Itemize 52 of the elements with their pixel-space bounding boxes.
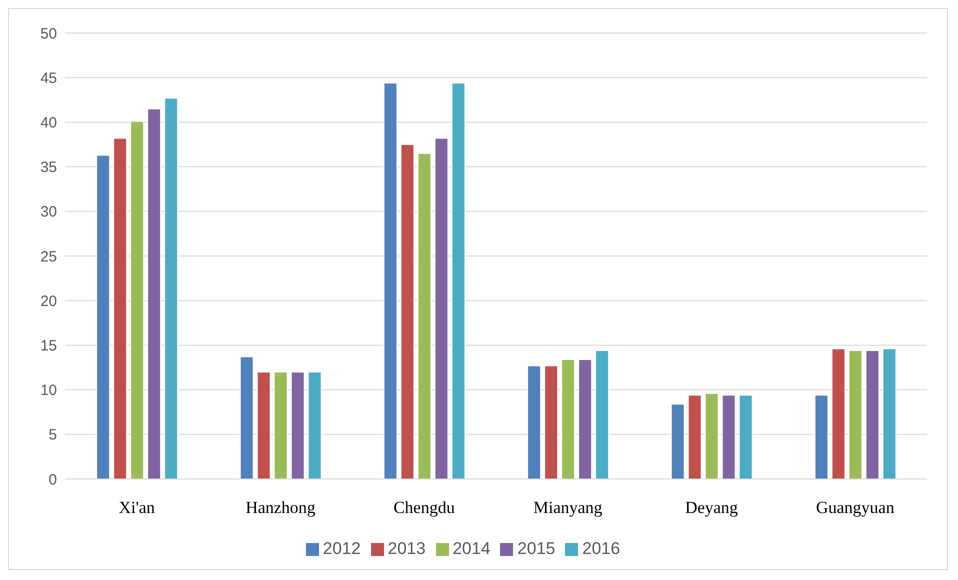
bar <box>417 152 432 479</box>
bar <box>527 365 542 479</box>
y-tick-label: 20 <box>40 292 57 310</box>
x-tick-label: Chengdu <box>393 498 456 518</box>
bar <box>274 371 288 479</box>
bar <box>578 358 592 479</box>
legend-label: 2016 <box>582 539 620 558</box>
y-tick-label: 35 <box>40 159 57 176</box>
bar <box>848 350 862 479</box>
bar <box>434 138 448 479</box>
y-tick-label: 40 <box>40 114 57 132</box>
bar <box>130 120 144 479</box>
y-tick-label: 15 <box>40 338 57 355</box>
bar <box>561 358 576 479</box>
x-tick-label: Hanzhong <box>246 498 316 518</box>
x-tick-label: Mianyang <box>533 498 603 518</box>
y-tick-label: 25 <box>40 248 57 266</box>
x-tick-label: Deyang <box>685 498 738 518</box>
bar <box>308 371 322 479</box>
x-tick-label: Guangyuan <box>816 498 895 518</box>
y-tick-label: 30 <box>40 204 57 221</box>
bar <box>544 365 558 479</box>
legend-label: 2014 <box>452 539 490 558</box>
legend-label: 2012 <box>322 539 361 558</box>
bar <box>814 394 828 479</box>
bar <box>240 356 254 479</box>
bar <box>865 350 880 479</box>
bar <box>96 154 110 479</box>
bar <box>831 348 846 479</box>
bar <box>882 348 896 479</box>
bar <box>147 108 162 479</box>
bar <box>704 392 719 479</box>
y-tick-label: 0 <box>48 471 57 488</box>
y-tick-label: 45 <box>40 70 57 87</box>
bar <box>113 138 128 479</box>
bar <box>595 350 610 479</box>
bar <box>383 82 398 479</box>
x-tick-label: Xi'an <box>118 498 156 518</box>
bar <box>688 394 702 479</box>
bar <box>290 371 305 479</box>
y-tick-label: 50 <box>40 25 57 42</box>
bar <box>256 371 271 479</box>
y-tick-label: 10 <box>40 382 57 400</box>
bar <box>164 98 178 479</box>
legend-label: 2015 <box>517 539 556 558</box>
legend-label: 2013 <box>388 539 426 558</box>
bar <box>670 404 685 479</box>
bar <box>722 394 736 479</box>
y-tick-label: 5 <box>48 426 57 444</box>
bar <box>451 82 466 479</box>
bar <box>738 394 753 479</box>
bar <box>400 144 414 479</box>
